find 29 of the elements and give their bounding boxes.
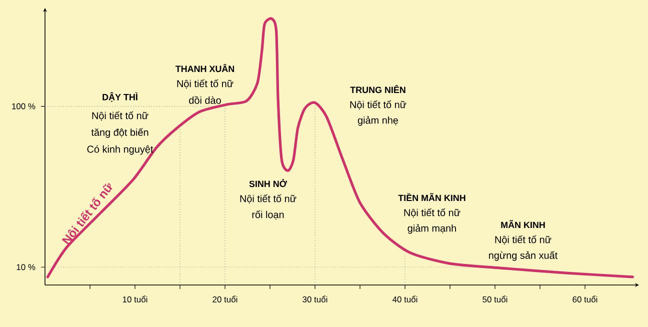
x-tick-label: 60 tuổi <box>572 296 598 302</box>
annotation: giảm nhẹ <box>358 116 398 126</box>
annotation: giảm mạnh <box>408 224 456 234</box>
annotation: Nội tiết tố nữ <box>92 111 148 121</box>
annotation: THANH XUÂN <box>175 64 234 72</box>
annotation: Nội tiết tố nữ <box>240 194 296 204</box>
annotation: SINH NỞ <box>249 178 287 188</box>
y-tick-label: 10 % <box>16 264 36 270</box>
annotation: Nội tiết tố nữ <box>404 208 460 218</box>
annotation: rối loạn <box>252 210 284 220</box>
x-tick-label: 20 tuổi <box>212 296 238 302</box>
annotation: TIỀN MÃN KINH <box>398 192 466 202</box>
annotation: dồi dào <box>189 96 221 104</box>
annotation: TRUNG NIÊN <box>350 84 406 94</box>
annotation: Nội tiết tố nữ <box>177 79 234 89</box>
annotation: Nội tiết tố nữ <box>350 100 406 110</box>
x-tick-label: 40 tuổi <box>392 296 418 302</box>
x-tick-label: 30 tuổi <box>302 296 328 302</box>
line-series <box>46 17 634 278</box>
annotation: tăng đột biến <box>91 128 148 138</box>
x-tick-label: 10 tuổi <box>122 296 148 302</box>
annotation: ngừng sản xuất <box>489 251 558 261</box>
annotation: MÃN KINH <box>501 220 545 228</box>
x-tick-label: 50 tuổi <box>482 296 508 302</box>
annotation: Có kinh nguyệt <box>87 145 154 155</box>
y-tick-label: 100 % <box>12 103 36 110</box>
text: Nội tiết tố nữ <box>62 182 112 245</box>
annotation: Nội tiết tố nữ <box>495 235 552 245</box>
annotation: DẬY THÌ <box>102 92 138 102</box>
